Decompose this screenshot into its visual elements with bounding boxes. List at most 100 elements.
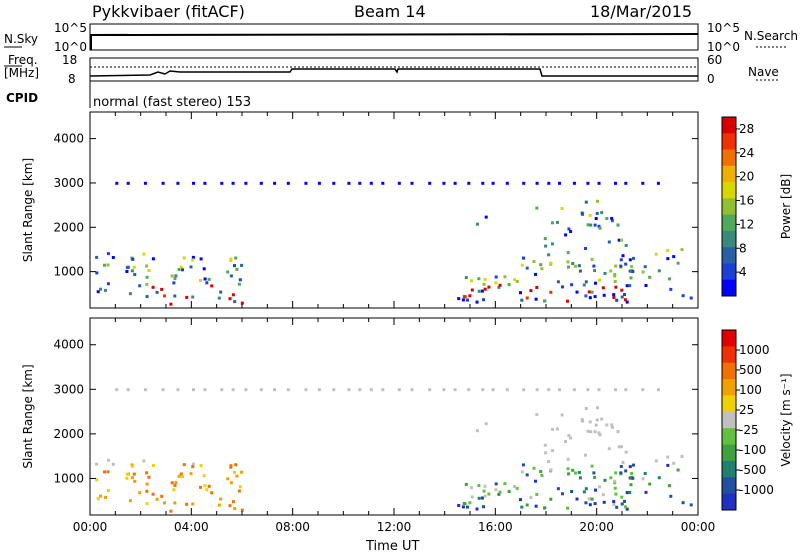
heatmap-cell [587, 497, 591, 501]
heatmap-cell [598, 485, 601, 489]
heatmap-cell [614, 285, 618, 289]
heatmap-cell [480, 496, 484, 500]
heatmap-cell [603, 272, 607, 275]
heatmap-cell [138, 284, 142, 288]
heatmap-cell [571, 468, 575, 472]
heatmap-cell [555, 220, 559, 224]
y-tick-label: 3000 [53, 176, 84, 190]
heatmap-cell [125, 266, 129, 269]
heatmap-cell [240, 470, 244, 474]
heatmap-cell [616, 223, 620, 227]
cpid-label: CPID [6, 91, 39, 105]
power-panel: 1000 2000 3000 4000 Slant Range [km] [21, 111, 699, 309]
heatmap-cell [676, 261, 680, 265]
heatmap-cell [600, 417, 604, 421]
heatmap-cell [603, 478, 607, 482]
heatmap-cell [317, 181, 321, 185]
heatmap-cell [192, 388, 195, 392]
heatmap-cell [689, 296, 693, 300]
velocity-panel: 1000 2000 3000 4000 00:00 04:00 08:00 12:00 16:0… [21, 317, 716, 534]
heatmap-cell [466, 505, 469, 509]
heatmap-cell [534, 297, 538, 301]
heatmap-cell [669, 494, 673, 498]
heatmap-cell [461, 505, 465, 509]
heatmap-cell [161, 388, 165, 392]
heatmap-cell [332, 388, 336, 392]
colorbar-tick-label: 4 [739, 265, 747, 279]
heatmap-cell [597, 388, 601, 392]
heatmap-cell [397, 181, 401, 185]
heatmap-cell [596, 199, 599, 203]
heatmap-cell [229, 465, 233, 469]
heatmap-cell [170, 274, 174, 278]
heatmap-cell [578, 476, 582, 480]
heatmap-cell [286, 388, 290, 392]
heatmap-cell [610, 219, 614, 223]
heatmap-cell [145, 482, 149, 486]
colorbar-segment [722, 182, 736, 199]
colorbar-segment [722, 165, 736, 183]
heatmap-cell [597, 431, 601, 435]
heatmap-cell [623, 499, 626, 503]
heatmap-cell [237, 489, 241, 493]
heatmap-cell [104, 495, 107, 499]
heatmap-cell [534, 479, 537, 483]
heatmap-cell [111, 462, 115, 466]
heatmap-cell [656, 388, 660, 392]
heatmap-cell [598, 433, 602, 437]
heatmap-cell [238, 278, 242, 282]
heatmap-cell [544, 244, 548, 248]
heatmap-cell [589, 223, 593, 227]
heatmap-cell [483, 494, 487, 498]
heatmap-cell [199, 485, 202, 489]
colorbar-tick-label: 500 [739, 363, 762, 377]
heatmap-cell [244, 181, 248, 185]
heatmap-cell [487, 492, 491, 496]
heatmap-cell [574, 471, 577, 475]
x-tick-label: 00:00 [681, 520, 716, 534]
heatmap-cell [525, 503, 529, 507]
heatmap-cell [205, 488, 209, 492]
heatmap-cell [613, 479, 617, 483]
heatmap-cell [99, 287, 102, 291]
heatmap-cell [598, 278, 601, 282]
heatmap-cell [623, 298, 627, 302]
freq-label: Freq. [8, 53, 38, 67]
heatmap-cell [535, 286, 539, 289]
heatmap-cell [544, 451, 548, 455]
heatmap-cell [503, 275, 507, 279]
heatmap-cell [106, 282, 110, 286]
heatmap-cell [566, 260, 570, 264]
heatmap-cell [666, 248, 670, 252]
heatmap-cell [532, 260, 536, 264]
heatmap-cell [590, 464, 594, 468]
heatmap-cell [566, 251, 570, 255]
heatmap-cell [594, 281, 597, 285]
heatmap-cell [522, 388, 526, 392]
heatmap-cell [612, 293, 616, 297]
beam-title: Beam 14 [354, 2, 426, 21]
heatmap-cell [522, 463, 525, 467]
heatmap-cell [558, 388, 561, 392]
heatmap-cell [620, 502, 624, 506]
heatmap-cell [179, 472, 183, 476]
colorbar-segment [722, 198, 736, 216]
heatmap-cell [273, 388, 277, 392]
heatmap-cell [620, 495, 624, 499]
heatmap-cell [332, 181, 336, 185]
heatmap-cell [601, 493, 605, 497]
heatmap-cell [191, 502, 195, 506]
heatmap-cell [142, 459, 146, 463]
heatmap-cell [515, 280, 519, 283]
heatmap-cell [628, 491, 632, 494]
heatmap-cell [128, 499, 132, 503]
heatmap-cell [475, 222, 479, 226]
heatmap-cell [142, 252, 146, 256]
heatmap-cell [125, 472, 129, 476]
heatmap-cell [644, 490, 648, 494]
heatmap-cell [220, 181, 224, 185]
heatmap-cell [358, 181, 362, 185]
heatmap-cell [529, 496, 533, 499]
heatmap-cell [238, 485, 242, 489]
heatmap-cell [566, 467, 570, 471]
